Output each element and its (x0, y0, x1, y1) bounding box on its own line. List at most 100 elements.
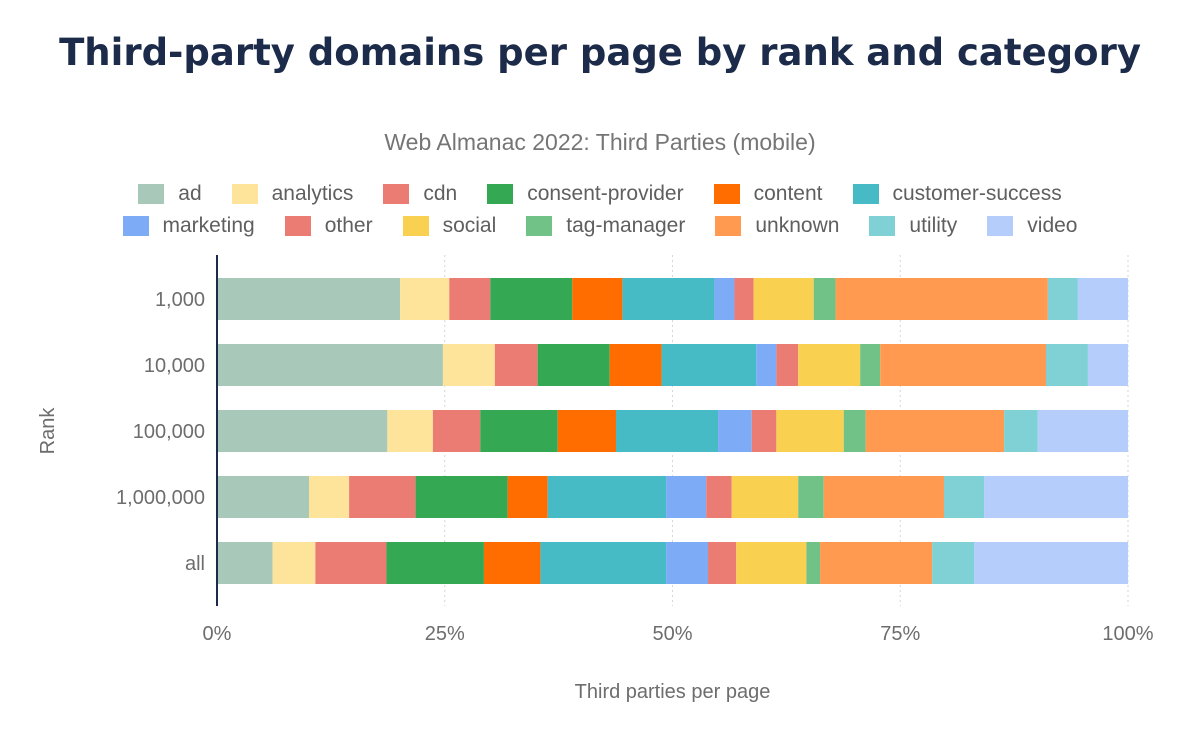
bar-segment-customer-success (540, 542, 667, 584)
bar-segment-cdn (315, 542, 387, 584)
legend-swatch (383, 184, 410, 204)
bar-segment-customer-success (661, 344, 757, 386)
bar-segment-tag-manager (806, 542, 821, 584)
bar-segment-utility (932, 542, 975, 584)
legend-item-analytics[interactable]: analytics (231, 182, 354, 206)
legend-item-content[interactable]: content (713, 182, 823, 206)
bar-segment-other (708, 542, 737, 584)
bar-segment-ad (217, 542, 273, 584)
legend-item-utility[interactable]: utility (869, 214, 957, 238)
legend-label: customer-success (892, 182, 1062, 205)
legend-item-tag-manager[interactable]: tag-manager (526, 214, 685, 238)
bar-segment-content (609, 344, 662, 386)
bar-segment-video (974, 542, 1128, 584)
bar-segment-tag-manager (843, 410, 866, 452)
legend-row: ad analytics cdn consent-provider content cus… (0, 182, 1200, 206)
bar-segment-utility (943, 476, 985, 518)
bar-segment-content (557, 410, 617, 452)
y-axis-title: Rank (37, 407, 59, 455)
legend-item-consent-provider[interactable]: consent-provider (487, 182, 684, 206)
bar-segment-customer-success (547, 476, 667, 518)
bar-segment-analytics (442, 344, 495, 386)
bar-segment-other (751, 410, 777, 452)
bar-segment-customer-success (616, 410, 719, 452)
bar-segment-analytics (272, 542, 316, 584)
bar-segment-cdn (494, 344, 538, 386)
y-tick-label: 1,000,000 (116, 487, 205, 509)
legend-item-unknown[interactable]: unknown (715, 214, 839, 238)
legend-label: other (324, 214, 373, 237)
bar-segment-consent-provider (415, 476, 508, 518)
legend-label: marketing (162, 214, 255, 237)
y-tick-label: 100,000 (133, 421, 205, 443)
chart-subtitle: Web Almanac 2022: Third Parties (mobile) (384, 129, 816, 155)
bar-segment-unknown (865, 410, 1005, 452)
bar-segment-other (734, 278, 754, 320)
legend-swatch (852, 184, 879, 204)
bar-segment-cdn (432, 410, 481, 452)
legend-label: social (442, 214, 497, 237)
bar-segment-consent-provider (386, 542, 484, 584)
x-tick-label: 50% (652, 623, 692, 645)
x-tick-label: 100% (1102, 623, 1153, 645)
legend-label: consent-provider (527, 182, 684, 205)
bar-segment-video (1077, 278, 1128, 320)
bar-segment-marketing (718, 410, 752, 452)
bar-segment-social (736, 542, 807, 584)
legend-label: video (1027, 214, 1078, 237)
legend-swatch (231, 184, 258, 204)
bar-segment-analytics (400, 278, 450, 320)
bar-segment-social (753, 278, 814, 320)
y-tick-label: 1,000 (155, 289, 205, 311)
legend-item-video[interactable]: video (987, 214, 1077, 238)
bar-segment-marketing (666, 542, 709, 584)
legend-swatch (869, 216, 896, 236)
bar-segment-utility (1047, 278, 1078, 320)
bar-segment-marketing (666, 476, 707, 518)
bar-segment-consent-provider (490, 278, 573, 320)
bar-segment-video (1037, 410, 1128, 452)
bar-segment-tag-manager (813, 278, 836, 320)
legend-row: marketing other social tag-manager unknown ut… (0, 214, 1200, 238)
legend-label: analytics (271, 182, 354, 205)
legend-item-marketing[interactable]: marketing (122, 214, 255, 238)
bar-segment-analytics (387, 410, 433, 452)
legend-swatch (284, 216, 311, 236)
bar-segment-ad (217, 344, 443, 386)
bar-segment-video (1087, 344, 1128, 386)
bar-segment-content (572, 278, 623, 320)
legend-item-ad[interactable]: ad (138, 182, 202, 206)
bar-segment-cdn (449, 278, 491, 320)
bar-segment-unknown (835, 278, 1048, 320)
y-tick-label: all (185, 553, 205, 575)
x-axis-title: Third parties per page (575, 681, 771, 703)
legend-item-social[interactable]: social (402, 214, 497, 238)
legend-item-other[interactable]: other (284, 214, 373, 238)
legend-swatch (987, 216, 1014, 236)
legend-label: content (753, 182, 823, 205)
bar-segment-ad (217, 476, 310, 518)
bar-segment-social (731, 476, 799, 518)
bar-segment-other (776, 344, 799, 386)
bar-segment-content (483, 542, 541, 584)
bar-segment-ad (217, 410, 388, 452)
legend-swatch (122, 216, 149, 236)
bar-segment-tag-manager (860, 344, 881, 386)
chart-title: Third-party domains per page by rank and… (59, 31, 1141, 74)
legend-item-customer-success[interactable]: customer-success (852, 182, 1062, 206)
bar-segment-utility (1046, 344, 1088, 386)
bar-segment-consent-provider (537, 344, 610, 386)
bar-segment-video (984, 476, 1128, 518)
bar-segment-tag-manager (798, 476, 824, 518)
legend-swatch (138, 184, 165, 204)
legend-label: utility (909, 214, 958, 237)
bar-segment-social (776, 410, 844, 452)
x-tick-label: 0% (203, 623, 232, 645)
bar-segment-social (798, 344, 861, 386)
legend-label: ad (178, 182, 202, 205)
legend-label: cdn (423, 182, 458, 205)
legend-label: unknown (755, 214, 840, 237)
legend-item-cdn[interactable]: cdn (383, 182, 457, 206)
legend-swatch (715, 216, 742, 236)
legend-swatch (713, 184, 740, 204)
